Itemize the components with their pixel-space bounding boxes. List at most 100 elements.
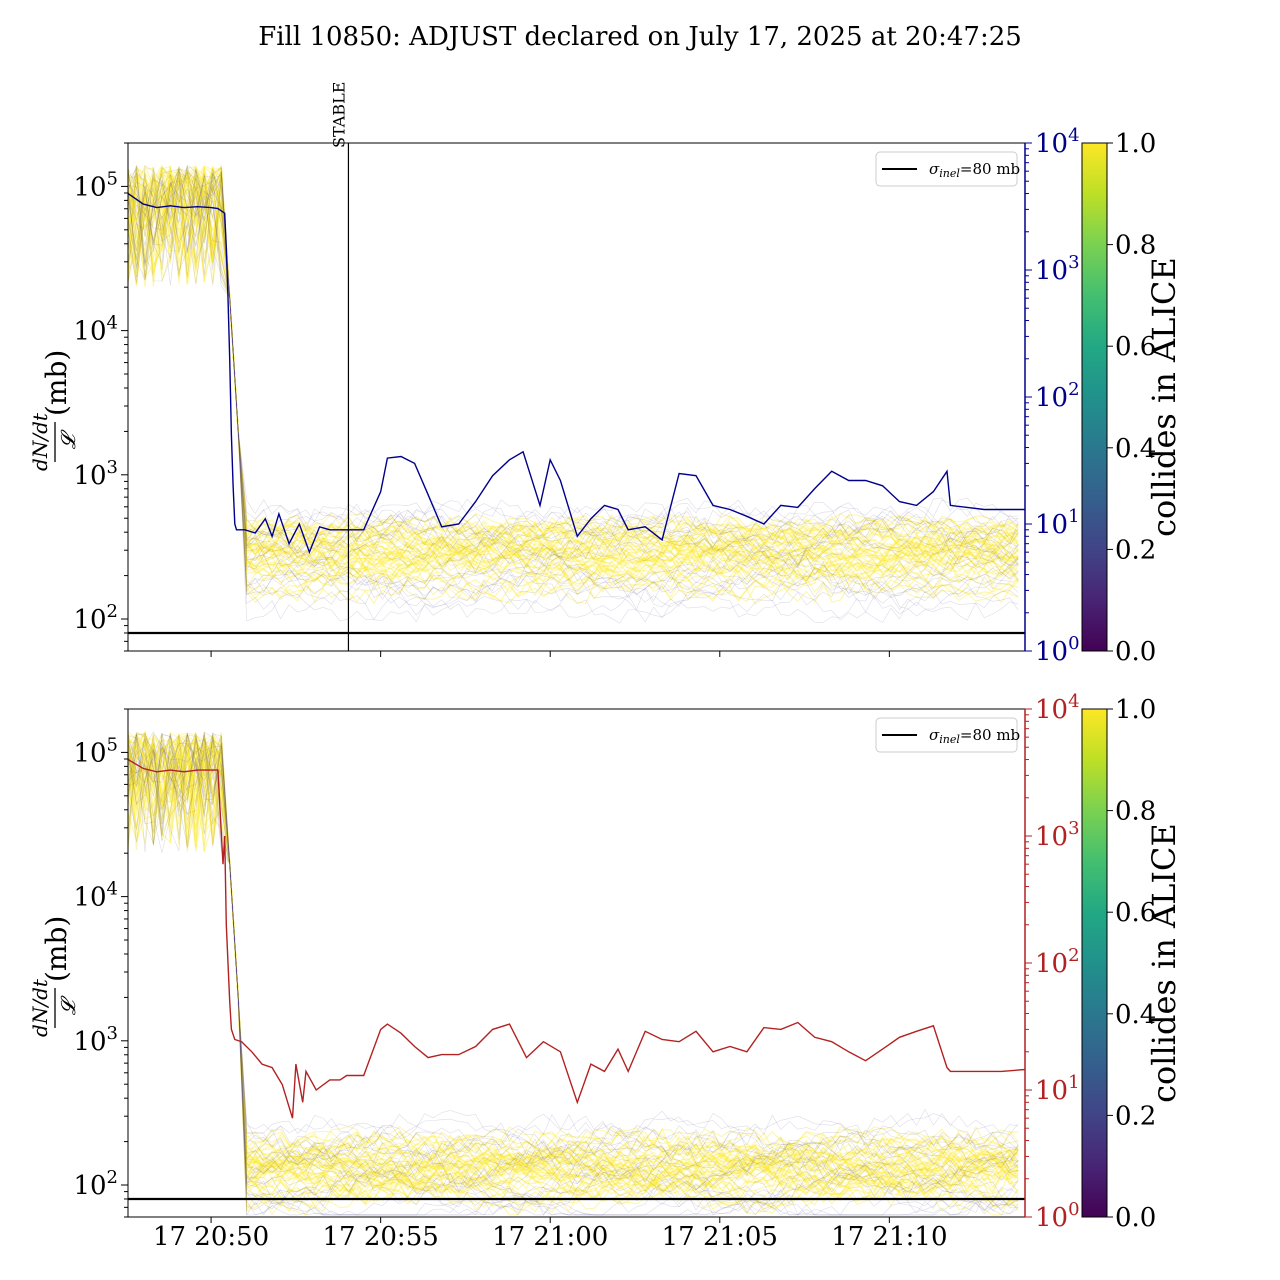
background-trace [128, 734, 1019, 1204]
background-trace [128, 741, 1019, 1188]
background-trace [128, 731, 1019, 1179]
background-trace [128, 733, 1019, 1216]
y-axis-ticks: 102 103 104 105 [73, 708, 128, 1218]
background-trace [128, 167, 1019, 563]
colorbar-tick-label: 0.0 [1115, 637, 1156, 667]
legend-tail: =80 mb [960, 160, 1020, 178]
background-trace [128, 731, 1019, 1186]
background-trace [128, 169, 1019, 563]
background-trace [128, 734, 1019, 1196]
colorbar-tick-label: 1.0 [1115, 129, 1156, 159]
background-trace [128, 170, 1019, 559]
background-trace [128, 739, 1019, 1181]
svg-text:σinel=80 mb: σinel=80 mb [929, 160, 1020, 180]
background-trace [128, 733, 1019, 1185]
background-trace [128, 165, 1019, 618]
right-axis-series [128, 192, 1025, 555]
background-trace [128, 167, 1019, 589]
background-trace [128, 163, 1019, 575]
background-trace [128, 173, 1019, 603]
svg-text:σinel=80 mb: σinel=80 mb [929, 726, 1020, 746]
colorbar: 0.0 0.2 0.4 0.6 0.8 1.0 collides in ALICE [1081, 129, 1183, 667]
background-trace [128, 168, 1019, 578]
colorbar-tick-label: 0.2 [1115, 1101, 1156, 1131]
background-trace [128, 174, 1019, 563]
background-trace [128, 174, 1019, 582]
y-tick-label: 103 [73, 1023, 118, 1057]
background-trace [128, 166, 1019, 563]
background-trace [128, 165, 1019, 562]
background-trace [128, 733, 1019, 1179]
background-trace [128, 170, 1019, 587]
colorbar-tick-label: 0.4 [1115, 1000, 1156, 1030]
background-trace [128, 173, 1019, 548]
ylabel-unit: (mb) [40, 916, 73, 982]
stable-label: STABLE [329, 82, 348, 148]
colorbar-tick-label: 0.6 [1115, 898, 1156, 928]
background-trace [128, 734, 1019, 1165]
background-trace [128, 735, 1019, 1204]
background-trace [128, 164, 1019, 585]
background-trace [128, 167, 1019, 563]
background-trace [128, 733, 1019, 1205]
y-tick-label: 105 [73, 734, 118, 768]
background-trace [128, 732, 1019, 1216]
background-trace [128, 732, 1019, 1174]
background-trace [128, 173, 1019, 601]
background-trace [128, 166, 1019, 566]
background-trace [128, 741, 1019, 1176]
background-trace [128, 167, 1019, 594]
colorbar-tick-label: 0.8 [1115, 797, 1156, 827]
background-trace [128, 733, 1019, 1201]
background-trace [128, 171, 1019, 551]
background-trace [128, 179, 1019, 604]
y2-tick-label: 103 [1035, 252, 1080, 286]
background-trace [128, 733, 1019, 1200]
right-series-line [128, 192, 1025, 555]
background-trace [128, 165, 1019, 578]
y2-tick-label: 104 [1035, 125, 1080, 159]
background-trace [128, 735, 1019, 1174]
background-trace [128, 742, 1019, 1159]
ylabel-denominator: 𝓛 [56, 995, 80, 1015]
background-trace [128, 165, 1019, 563]
background-trace [128, 736, 1019, 1184]
background-trace [128, 732, 1019, 1183]
background-trace [128, 740, 1019, 1177]
background-trace [128, 734, 1019, 1209]
legend-subscript: inel [939, 733, 960, 746]
colorbar-tick-label: 0.6 [1115, 332, 1156, 362]
y-tick-label: 104 [73, 879, 118, 913]
background-trace [128, 739, 1019, 1216]
background-trace [128, 732, 1019, 1202]
background-trace [128, 731, 1019, 1178]
background-trace [128, 735, 1019, 1216]
background-trace [128, 740, 1019, 1185]
background-trace [128, 166, 1019, 590]
background-trace [128, 164, 1019, 597]
background-trace [128, 168, 1019, 547]
background-trace [128, 185, 1019, 596]
background-trace [128, 736, 1019, 1191]
background-trace [128, 734, 1019, 1216]
y2-axis-ticks: 100 101 102 103 104 [1024, 125, 1080, 667]
background-trace [128, 168, 1019, 552]
background-trace [128, 733, 1019, 1200]
background-trace [128, 165, 1019, 622]
background-trace [128, 172, 1019, 601]
background-trace [128, 732, 1019, 1205]
colorbar-tick-label: 0.0 [1115, 1203, 1156, 1233]
legend: σinel=80 mb [875, 151, 1020, 187]
background-traces [128, 163, 1019, 624]
background-trace [128, 170, 1019, 581]
background-trace [128, 168, 1019, 623]
background-trace [128, 735, 1019, 1199]
background-trace [128, 164, 1019, 624]
figure-title: Fill 10850: ADJUST declared on July 17, … [258, 22, 1022, 52]
y-axis-label: dN/dt 𝓛 (mb) [28, 350, 80, 471]
background-trace [128, 167, 1019, 555]
colorbar-tick-label: 1.0 [1115, 695, 1156, 725]
x-tick-label: 17 20:55 [323, 1222, 439, 1252]
y-tick-label: 104 [73, 313, 118, 347]
